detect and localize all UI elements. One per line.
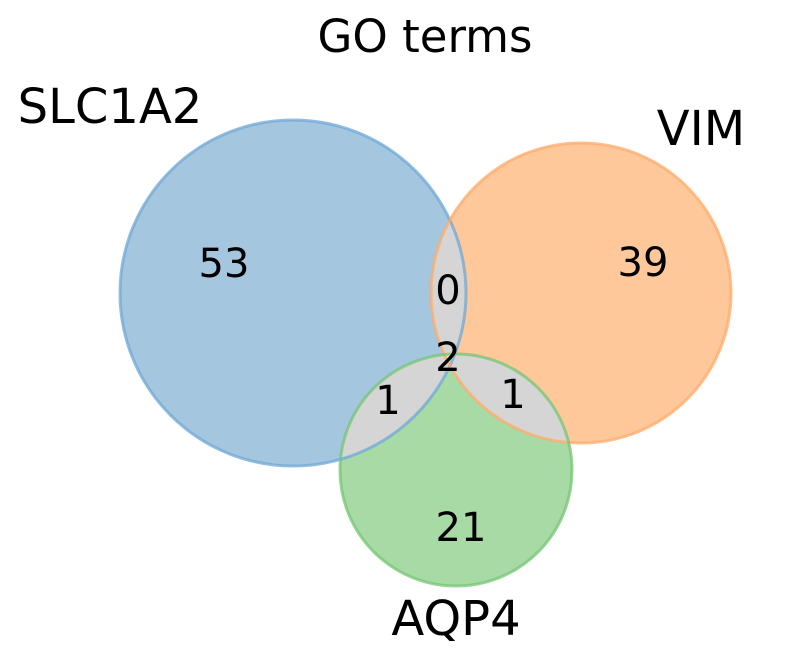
set-outline-vim	[429, 141, 733, 445]
count-vim-only: 39	[618, 240, 669, 286]
set-outline-slc1a2	[118, 118, 468, 468]
count-all-three: 2	[435, 335, 460, 381]
set-outline-aqp4	[338, 352, 574, 588]
count-slc1a2-aqp4: 1	[375, 378, 400, 424]
diagram-title: GO terms	[318, 10, 533, 63]
set-label-slc1a2: SLC1A2	[18, 79, 203, 135]
set-label-vim: VIM	[657, 101, 745, 157]
count-vim-aqp4: 1	[500, 372, 525, 418]
overlap-vim-aqp4	[431, 354, 572, 443]
count-aqp4-only: 21	[436, 505, 487, 551]
overlap-slc1a2-aqp4	[340, 354, 466, 466]
set-circle-slc1a2	[120, 120, 466, 466]
count-slc1a2-vim: 0	[435, 268, 460, 314]
set-label-aqp4: AQP4	[391, 591, 520, 647]
count-slc1a2-only: 53	[199, 241, 250, 287]
